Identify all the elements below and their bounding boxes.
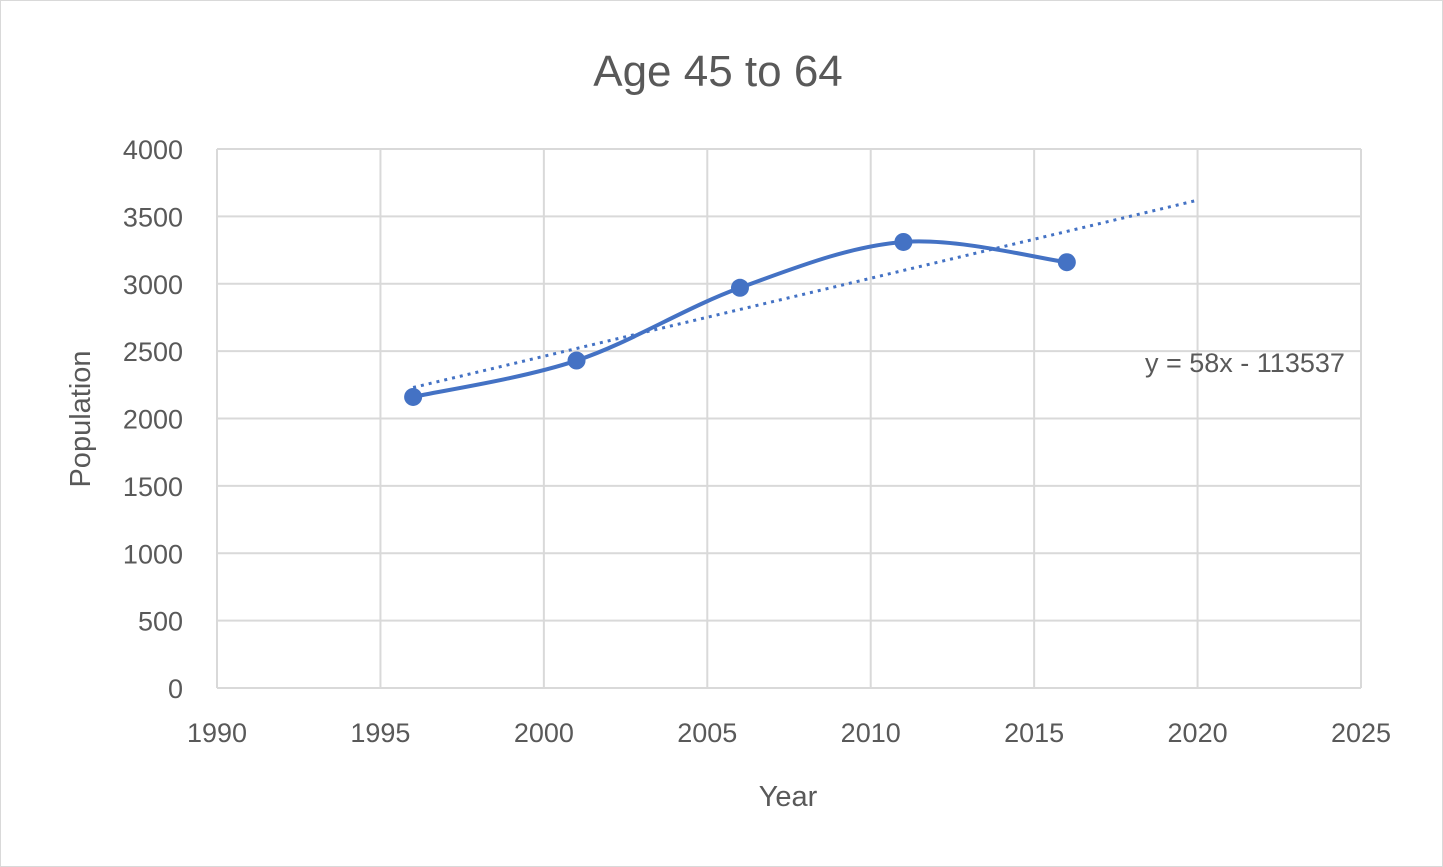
x-tick-label: 2010 xyxy=(841,718,901,748)
x-axis-label: Year xyxy=(759,781,818,813)
x-tick-label: 2000 xyxy=(514,718,574,748)
data-point xyxy=(730,278,749,297)
data-point xyxy=(404,387,423,406)
data-point xyxy=(567,351,586,370)
y-tick-label: 1000 xyxy=(123,539,183,569)
y-tick-label: 3000 xyxy=(123,270,183,300)
data-point xyxy=(894,232,913,251)
x-tick-labels: 1990 1995 2000 2005 2010 2015 2020 2025 xyxy=(187,718,1391,748)
y-tick-labels: 0 500 1000 1500 2000 2500 3000 3500 4000 xyxy=(123,135,183,704)
y-tick-label: 2000 xyxy=(123,405,183,435)
x-tick-label: 2025 xyxy=(1331,718,1391,748)
chart-title: Age 45 to 64 xyxy=(593,47,843,96)
x-tick-label: 2005 xyxy=(677,718,737,748)
x-tick-label: 2020 xyxy=(1168,718,1228,748)
x-tick-label: 1990 xyxy=(187,718,247,748)
x-tick-label: 2015 xyxy=(1004,718,1064,748)
y-axis-label: Population xyxy=(65,350,97,487)
y-tick-label: 2500 xyxy=(123,337,183,367)
x-tick-label: 1995 xyxy=(350,718,410,748)
y-tick-label: 3500 xyxy=(123,202,183,232)
y-tick-label: 0 xyxy=(168,674,183,704)
series-line xyxy=(412,239,1068,399)
data-points xyxy=(404,232,1076,406)
trendline xyxy=(412,198,1198,389)
data-point xyxy=(1057,253,1076,272)
y-tick-label: 1500 xyxy=(123,472,183,502)
y-tick-label: 500 xyxy=(138,607,183,637)
trendline-equation: y = 58x - 113537 xyxy=(1145,348,1345,378)
gridlines xyxy=(216,148,1362,689)
y-tick-label: 4000 xyxy=(123,135,183,165)
